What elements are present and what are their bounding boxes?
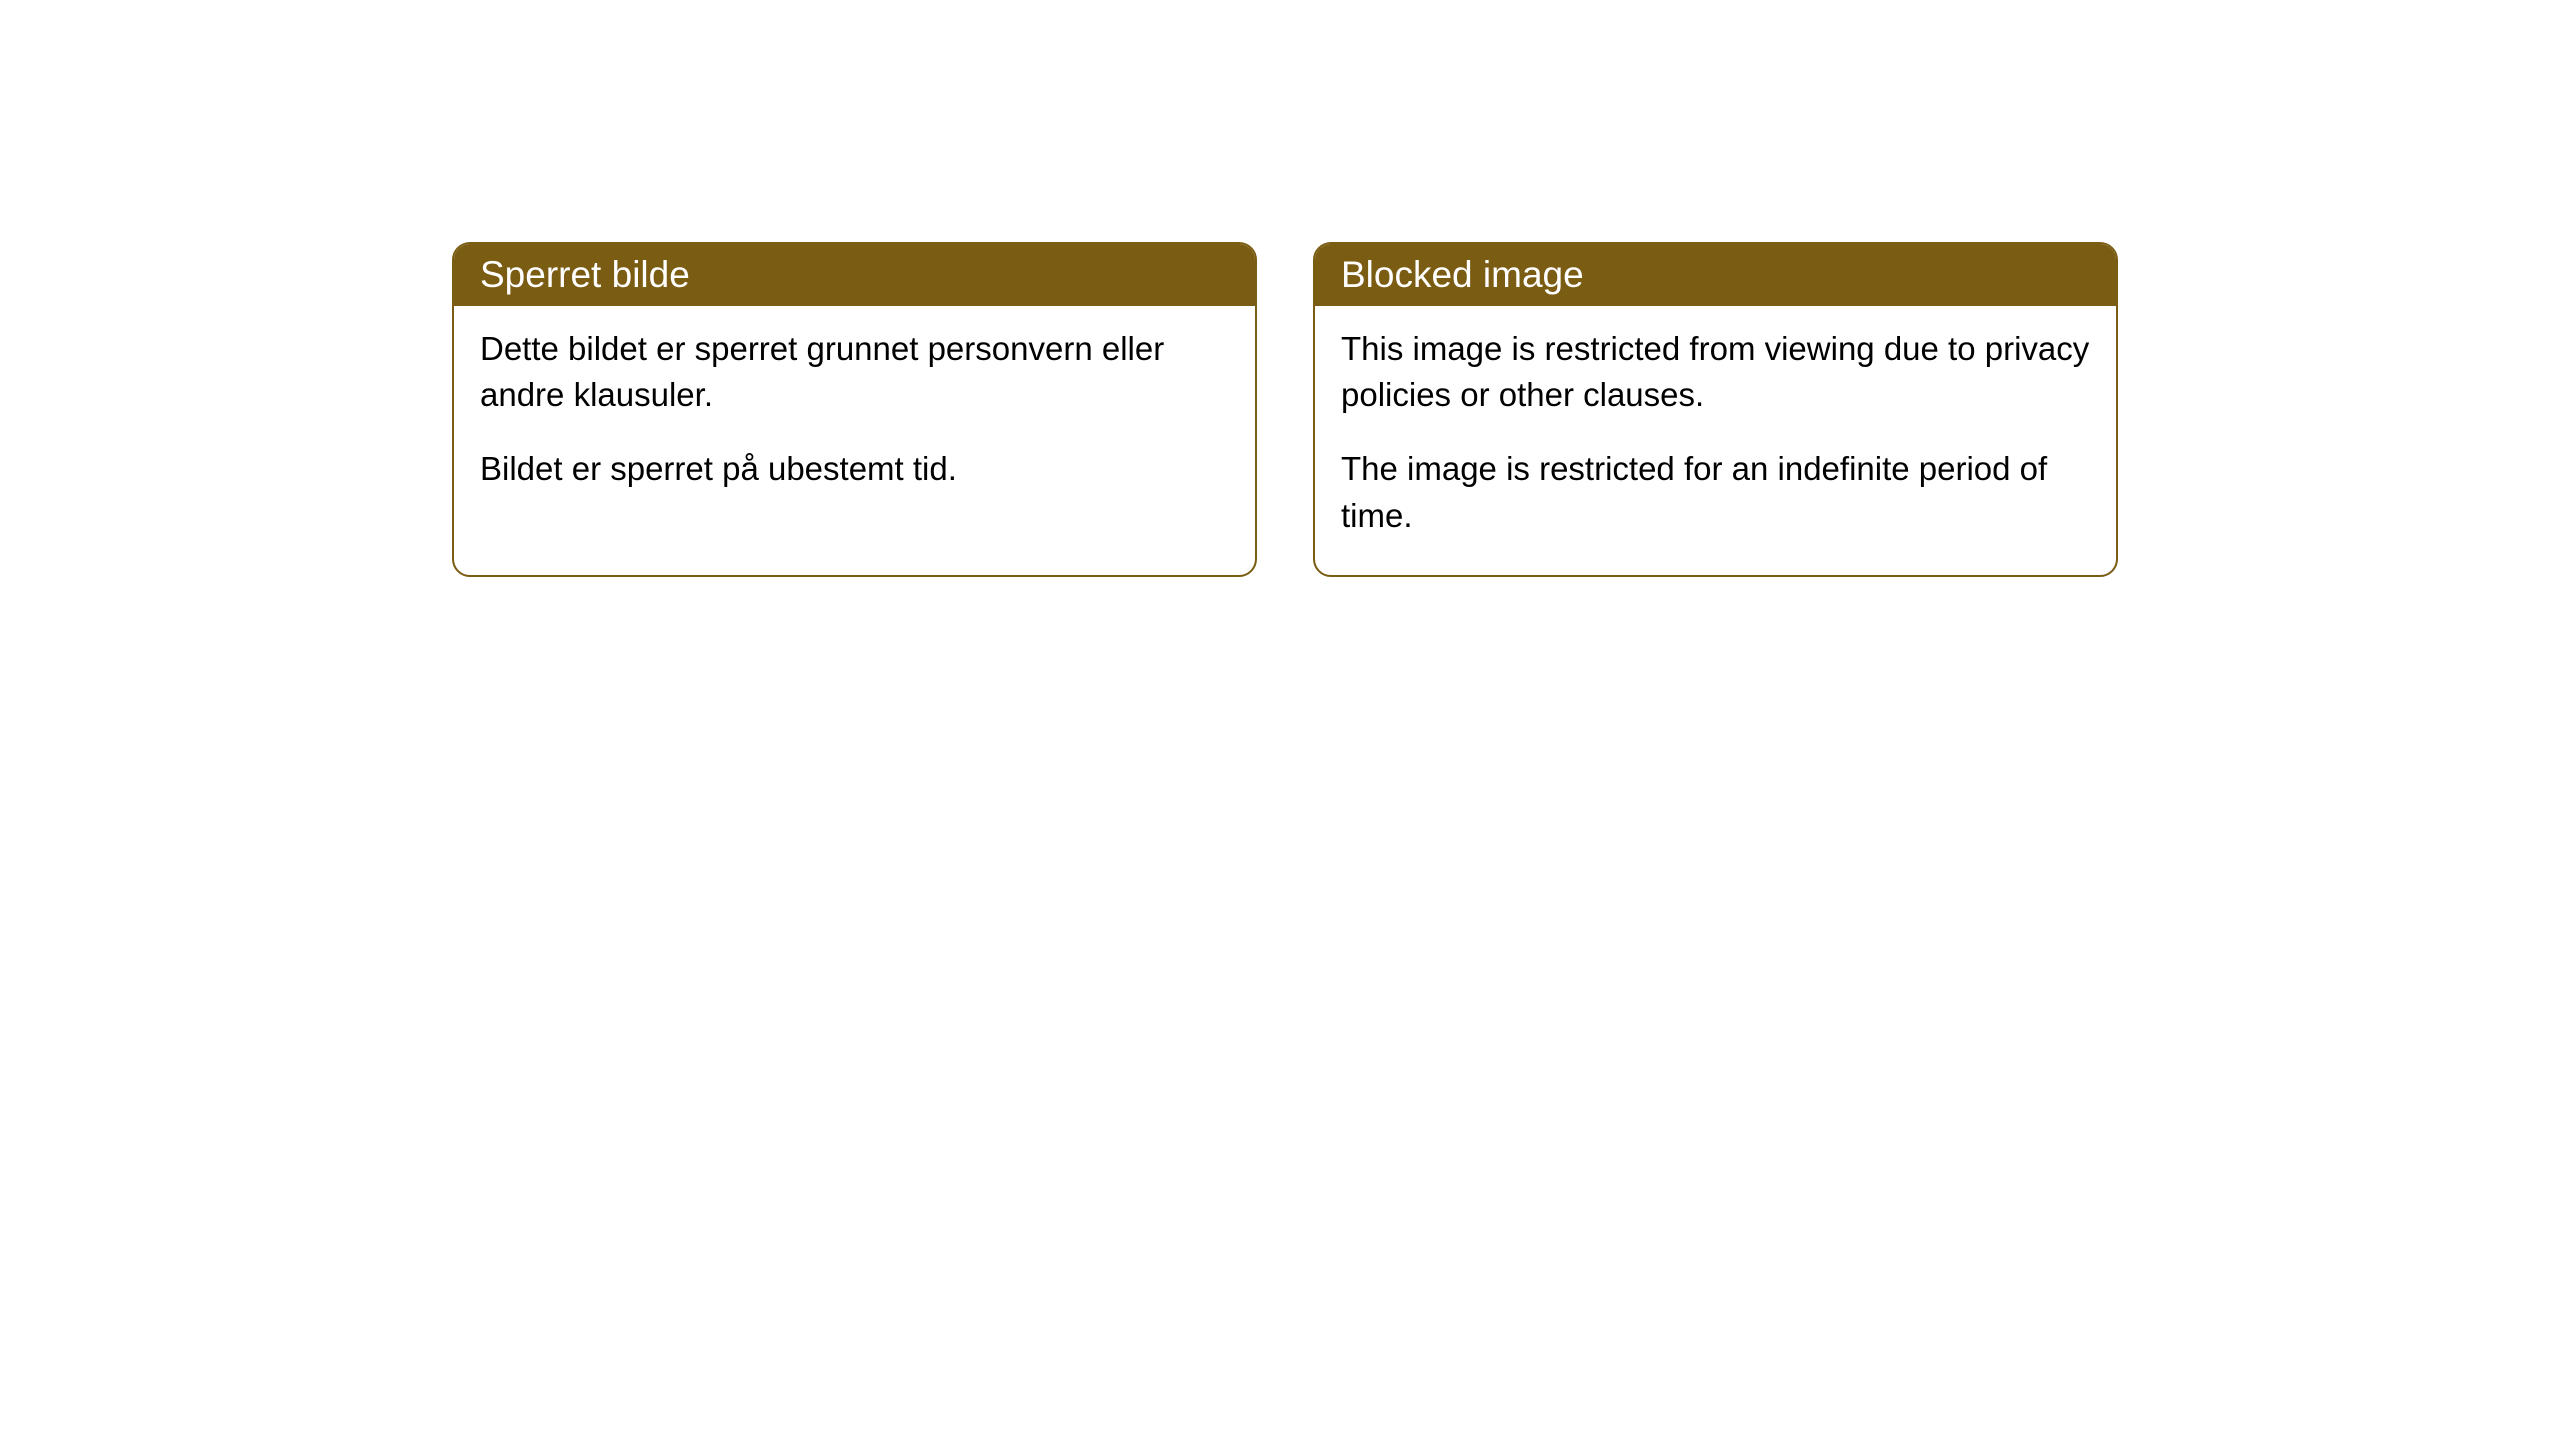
card-body: Dette bildet er sperret grunnet personve… — [454, 306, 1255, 529]
card-body-para-1: This image is restricted from viewing du… — [1341, 326, 2090, 418]
card-body-para-2: Bildet er sperret på ubestemt tid. — [480, 446, 1229, 492]
card-body-para-1: Dette bildet er sperret grunnet personve… — [480, 326, 1229, 418]
card-header: Sperret bilde — [454, 244, 1255, 306]
card-body: This image is restricted from viewing du… — [1315, 306, 2116, 575]
notice-cards-container: Sperret bilde Dette bildet er sperret gr… — [452, 242, 2118, 577]
card-body-para-2: The image is restricted for an indefinit… — [1341, 446, 2090, 538]
notice-card-norwegian: Sperret bilde Dette bildet er sperret gr… — [452, 242, 1257, 577]
card-header: Blocked image — [1315, 244, 2116, 306]
notice-card-english: Blocked image This image is restricted f… — [1313, 242, 2118, 577]
